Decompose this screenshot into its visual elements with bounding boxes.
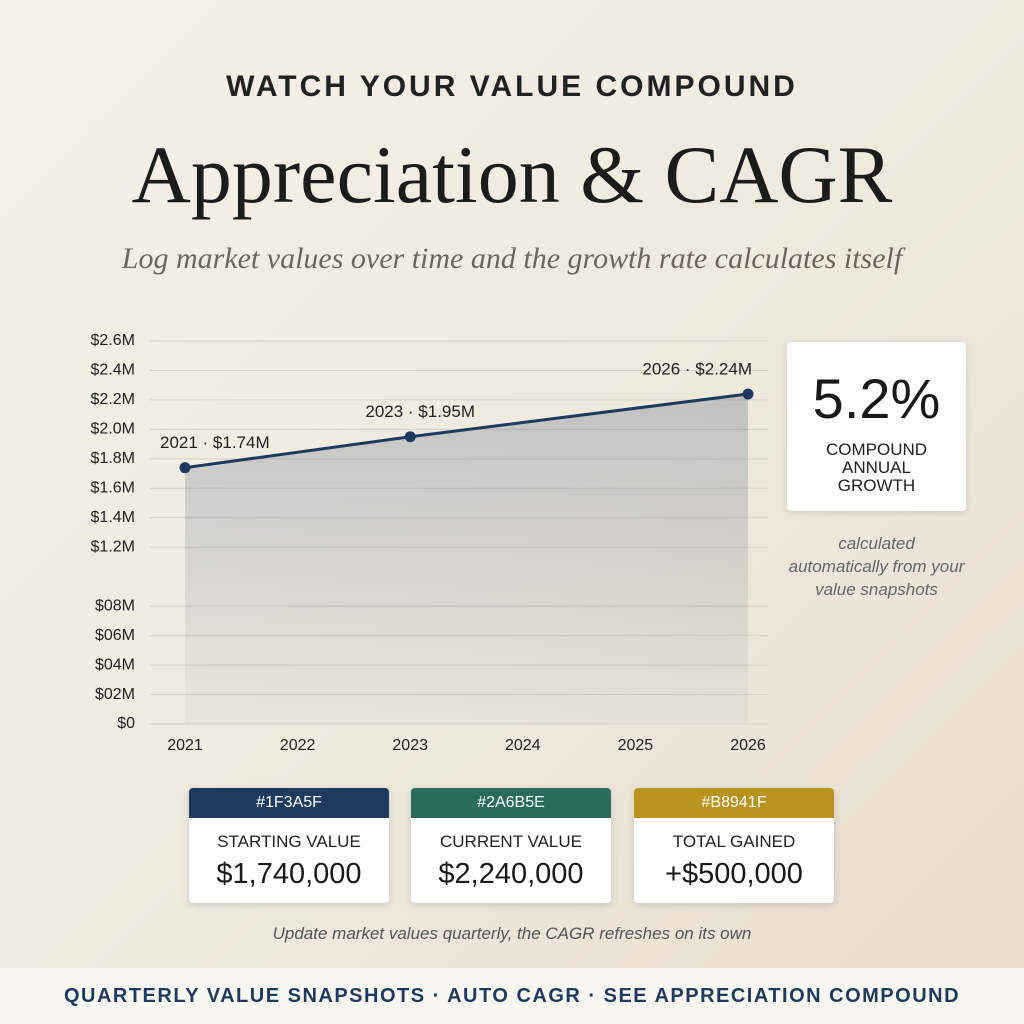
y-tick-label: $1.4M [91, 509, 135, 526]
x-tick-label: 2024 [505, 737, 541, 754]
cagr-card: 5.2% COMPOUND ANNUAL GROWTH [787, 342, 966, 511]
subtitle: Log market values over time and the grow… [121, 242, 903, 275]
stat-color: #1F3A5F [189, 788, 389, 818]
x-tick-label: 2021 [167, 737, 203, 754]
y-tick-label: $2.6M [91, 332, 135, 349]
y-tick-label: $04M [95, 656, 135, 673]
x-tick-label: 2022 [280, 737, 316, 754]
stat-card: #2A6B5E CURRENT VALUE $2,240,000 [411, 788, 611, 903]
stat-value: +$500,000 [665, 858, 803, 890]
footnote: Update market values quarterly, the CAGR… [272, 924, 752, 943]
point [404, 431, 416, 443]
area [185, 394, 748, 724]
y-tick-label: $0 [117, 715, 135, 732]
cagr-value: 5.2% [812, 367, 941, 430]
stat-label: STARTING VALUE [217, 832, 361, 851]
stat-value: $2,240,000 [438, 858, 584, 890]
title: Appreciation & CAGR [131, 129, 893, 220]
stat-color: #B8941F [634, 788, 834, 818]
stat-value: $1,740,000 [216, 858, 362, 890]
stat-label: TOTAL GAINED [672, 832, 796, 851]
stat-card: #B8941F TOTAL GAINED +$500,000 [634, 788, 834, 903]
banner: QUARTERLY VALUE SNAPSHOTS · AUTO CAGR · … [0, 968, 1024, 1024]
x-tick-label: 2025 [618, 737, 654, 754]
cagr-label: COMPOUND ANNUAL GROWTH [825, 440, 928, 495]
point [179, 462, 191, 474]
y-tick-label: $02M [95, 686, 135, 703]
stat-card: #1F3A5F STARTING VALUE $1,740,000 [189, 788, 389, 903]
y-tick-label: $1.8M [91, 450, 135, 467]
x-tick-label: 2026 [730, 737, 766, 754]
point [742, 388, 754, 400]
y-tick-label: $1.2M [91, 538, 135, 555]
y-tick-label: $2.0M [91, 421, 135, 438]
value-label: 2021 · $1.74M [160, 433, 270, 452]
value-label: 2023 · $1.95M [365, 402, 475, 421]
y-tick-label: $2.2M [91, 391, 135, 408]
y-tick-label: $2.4M [91, 362, 135, 379]
kicker: WATCH YOUR VALUE COMPOUND [226, 70, 798, 103]
x-tick-label: 2023 [392, 737, 428, 754]
y-tick-label: $08M [95, 597, 135, 614]
cagr-note: calculated automatically from your value… [788, 534, 965, 599]
value-label: 2026 · $2.24M [642, 360, 752, 379]
y-tick-label: $06M [95, 627, 135, 644]
y-tick-label: $1.6M [91, 480, 135, 497]
stat-color: #2A6B5E [411, 788, 611, 818]
stat-label: CURRENT VALUE [439, 832, 582, 851]
